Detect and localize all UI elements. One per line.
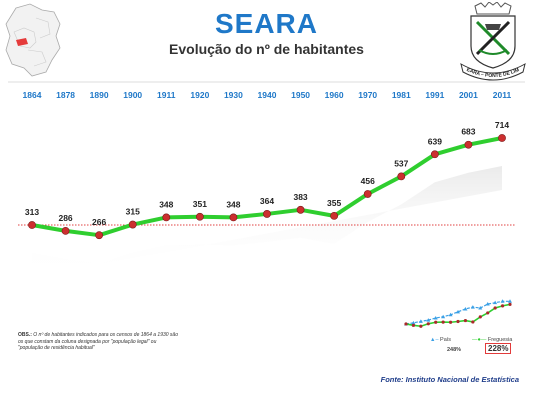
freguesia-point	[419, 324, 423, 328]
data-label: 639	[428, 136, 442, 146]
comparison-mini-chart	[404, 299, 512, 328]
freguesia-point	[456, 319, 460, 324]
pais-point	[463, 306, 468, 311]
data-label: 348	[226, 199, 240, 209]
legend-freguesia: —●— Freguesia	[472, 337, 513, 343]
pais-series-line	[405, 300, 510, 325]
freguesia-point	[463, 318, 468, 323]
pais-point	[493, 300, 498, 305]
pais-point	[456, 309, 460, 314]
pais-point	[470, 305, 475, 309]
data-label: 348	[159, 199, 173, 209]
crest-logo: SEARA – PONTE DE LIMA	[455, 2, 526, 81]
data-label: 537	[394, 158, 408, 168]
freguesia-point	[448, 320, 453, 324]
freguesia-point	[404, 322, 408, 326]
data-point	[128, 220, 137, 229]
data-label: 351	[193, 199, 207, 209]
pais-point	[411, 320, 416, 325]
legend-pais-label: País	[440, 337, 452, 343]
x-category-label: 1864	[23, 90, 42, 100]
freguesia-point	[478, 315, 482, 319]
x-category-label: 1920	[190, 90, 209, 100]
pais-point	[478, 306, 483, 310]
pais-growth-pct: 248%	[447, 347, 462, 353]
freguesia-point	[486, 311, 490, 315]
pais-point	[500, 299, 505, 303]
x-category-label: 1878	[56, 90, 75, 100]
x-category-label: 2011	[493, 90, 512, 100]
source-caption: Fonte: Instituto Nacional de Estatística	[380, 375, 519, 384]
chart-subtitle: Evolução do nº de habitantes	[169, 41, 364, 57]
freguesia-point	[493, 306, 497, 310]
data-label: 313	[25, 207, 39, 217]
x-category-label: 1890	[90, 90, 109, 100]
freguesia-point	[471, 320, 475, 324]
freguesia-growth-pct: 228%	[485, 343, 512, 354]
freguesia-point	[426, 322, 430, 326]
x-category-label: 1991	[425, 90, 444, 100]
data-label: 714	[495, 120, 509, 130]
data-label: 355	[327, 198, 341, 208]
data-point	[229, 213, 238, 222]
data-point	[296, 205, 305, 214]
data-label: 456	[361, 176, 375, 186]
x-category-label: 1981	[392, 90, 411, 100]
data-label: 364	[260, 196, 274, 206]
x-category-label: 1960	[325, 90, 344, 100]
x-category-label: 2001	[459, 90, 478, 100]
data-point	[61, 226, 70, 235]
pais-point	[418, 319, 423, 323]
data-point	[464, 140, 473, 149]
data-point	[263, 210, 271, 218]
x-category-label: 1940	[258, 90, 277, 100]
freguesia-point	[500, 304, 505, 308]
x-category-label: 1911	[157, 90, 176, 100]
freguesia-point	[441, 320, 445, 324]
region-map-thumbnail	[5, 3, 61, 77]
data-label: 683	[461, 127, 475, 137]
note-text: O nº de habitantes indicados para os cen…	[18, 332, 178, 351]
legend-freguesia-label: Freguesia	[487, 337, 513, 343]
page-title: SEARA	[214, 8, 318, 39]
data-label: 315	[126, 207, 140, 217]
data-point	[195, 212, 204, 221]
data-label: 286	[58, 213, 72, 223]
data-point	[430, 150, 439, 159]
note-label: OBS.:	[18, 332, 32, 338]
data-point	[95, 231, 104, 240]
x-category-label: 1900	[123, 90, 142, 100]
data-label: 266	[92, 217, 106, 227]
observation-note: OBS.: O nº de habitantes indicados para …	[18, 332, 178, 352]
data-point	[28, 221, 36, 229]
line-reflection	[32, 166, 502, 277]
data-label: 383	[293, 192, 307, 202]
pais-point	[426, 318, 431, 322]
data-point	[498, 134, 506, 142]
freguesia-point	[411, 323, 416, 327]
x-category-label: 1930	[224, 90, 243, 100]
data-point	[397, 172, 406, 181]
pais-point	[448, 312, 453, 317]
pais-point	[433, 315, 438, 320]
pais-point	[508, 299, 512, 303]
freguesia-point	[508, 302, 512, 306]
data-point	[363, 190, 372, 198]
x-category-label: 1970	[358, 90, 377, 100]
data-point	[162, 213, 171, 222]
x-category-label: 1950	[291, 90, 310, 100]
freguesia-point	[434, 320, 438, 324]
pais-point	[441, 314, 446, 319]
pais-point	[485, 302, 490, 306]
legend-pais: ▲– País	[430, 337, 452, 343]
data-point	[330, 211, 339, 220]
